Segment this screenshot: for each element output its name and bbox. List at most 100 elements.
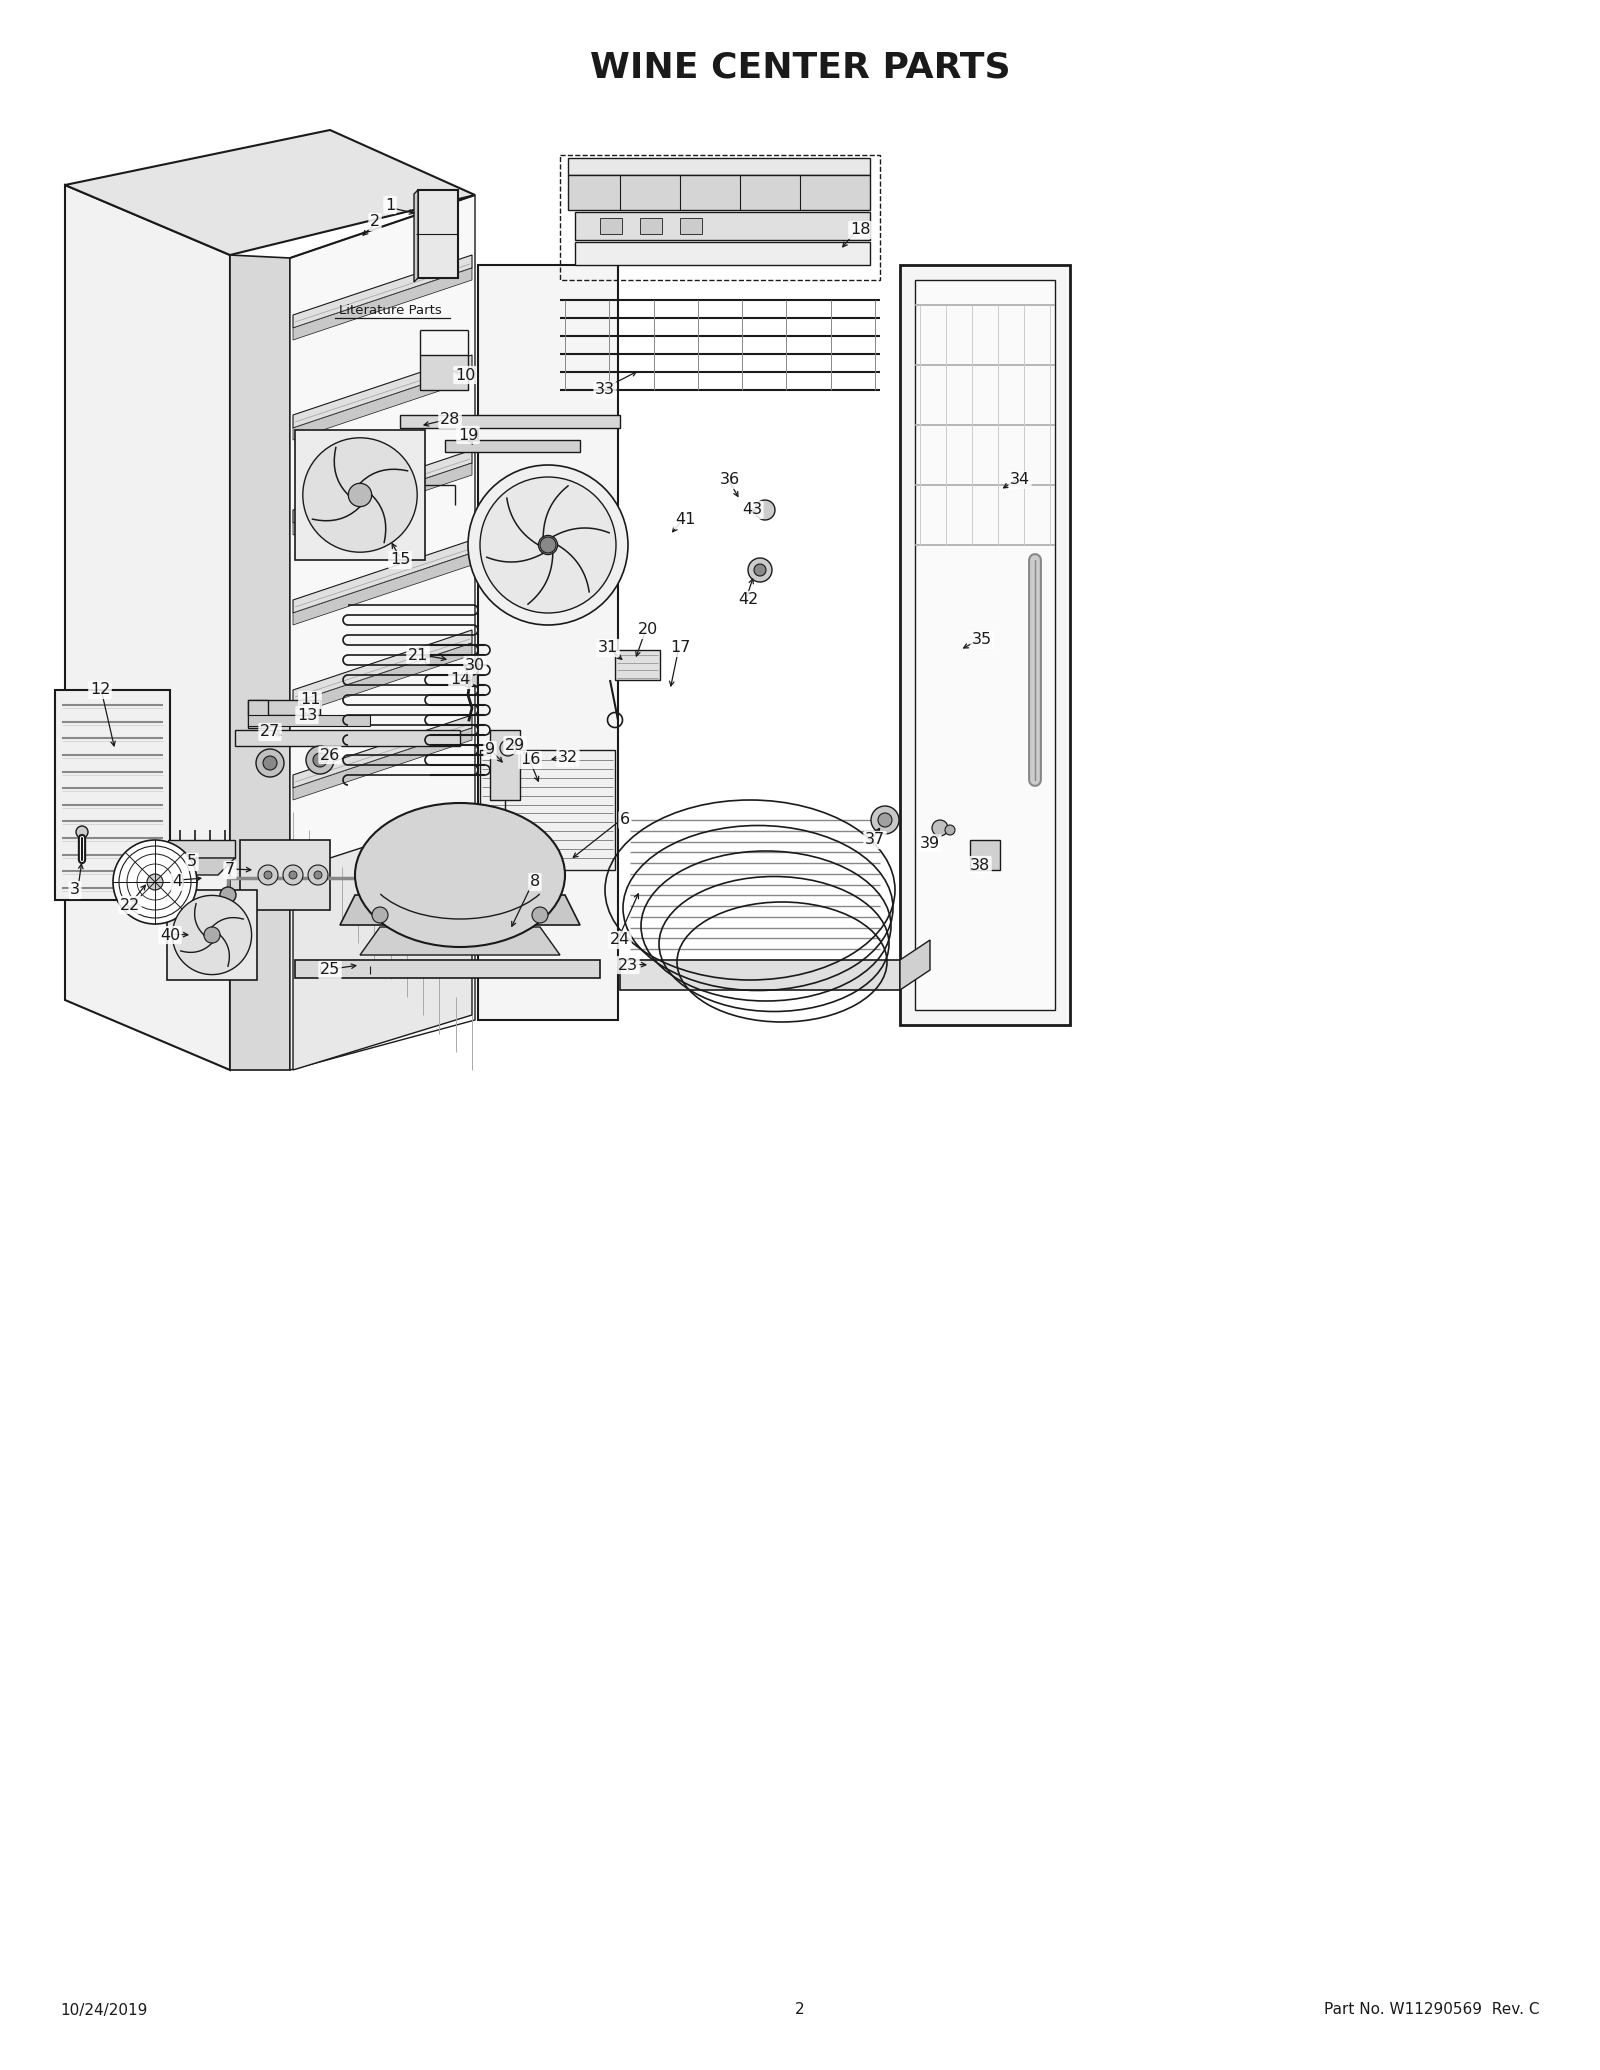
Text: Part No. W11290569  Rev. C: Part No. W11290569 Rev. C [1325,2002,1539,2018]
Polygon shape [568,157,870,176]
Circle shape [531,907,547,923]
Text: 39: 39 [920,836,941,851]
Circle shape [755,501,774,520]
Polygon shape [568,176,870,209]
Polygon shape [66,184,230,1070]
Text: 24: 24 [610,932,630,948]
Polygon shape [293,368,472,441]
Polygon shape [419,354,467,389]
Text: 3: 3 [70,882,80,898]
Text: 43: 43 [742,503,762,518]
Text: 9: 9 [485,743,494,758]
Bar [600,217,622,234]
Text: 17: 17 [670,640,690,656]
Text: 18: 18 [850,221,870,238]
Circle shape [264,871,272,880]
Circle shape [538,536,558,555]
Text: 7: 7 [226,863,235,878]
Circle shape [77,826,88,838]
Text: 19: 19 [458,428,478,443]
Text: 35: 35 [971,633,992,648]
Bar [466,669,477,685]
Polygon shape [339,894,579,925]
Polygon shape [294,960,600,977]
Circle shape [118,847,190,917]
Text: 1: 1 [386,197,395,213]
Circle shape [221,888,237,903]
Circle shape [258,865,278,886]
Text: 11: 11 [299,693,320,708]
Circle shape [371,907,387,923]
Polygon shape [293,464,472,534]
Polygon shape [168,857,235,876]
Circle shape [541,536,557,553]
Ellipse shape [355,803,565,946]
Text: WINE CENTER PARTS: WINE CENTER PARTS [590,52,1010,85]
Polygon shape [480,749,614,869]
Bar [640,217,662,234]
Circle shape [931,820,947,836]
Text: 34: 34 [1010,472,1030,489]
Bar [166,890,258,979]
Text: 22: 22 [120,898,141,913]
Circle shape [946,826,955,834]
Text: 2: 2 [370,215,381,230]
Polygon shape [574,242,870,265]
Text: Literature Parts: Literature Parts [339,304,442,317]
Polygon shape [915,279,1054,1010]
Polygon shape [293,714,472,789]
Circle shape [114,840,197,923]
Circle shape [290,871,298,880]
Polygon shape [240,840,330,911]
Circle shape [878,814,893,828]
Polygon shape [230,255,290,1070]
Text: 28: 28 [440,412,461,428]
Polygon shape [290,195,475,1070]
Text: 13: 13 [298,708,317,722]
Circle shape [870,805,899,834]
Polygon shape [614,650,661,681]
Text: 37: 37 [866,832,885,847]
Text: 14: 14 [450,673,470,687]
Text: 10: 10 [454,368,475,383]
Text: 26: 26 [320,747,341,762]
Circle shape [203,927,221,944]
Polygon shape [293,449,472,524]
Polygon shape [360,927,560,954]
Text: 6: 6 [619,814,630,828]
Polygon shape [400,414,621,428]
Text: 27: 27 [259,724,280,739]
Polygon shape [621,960,899,989]
Text: 10/24/2019: 10/24/2019 [61,2002,147,2018]
Bar [294,431,426,561]
Text: 31: 31 [598,640,618,656]
Polygon shape [248,700,320,714]
Text: 40: 40 [160,927,181,942]
Polygon shape [293,267,472,339]
Circle shape [499,739,515,756]
Polygon shape [293,255,472,327]
Polygon shape [490,731,520,799]
Polygon shape [293,644,472,714]
Text: 32: 32 [558,751,578,766]
Bar [560,155,880,279]
Polygon shape [293,629,472,704]
Text: 8: 8 [530,874,541,890]
Polygon shape [574,211,870,240]
Polygon shape [293,553,472,625]
Polygon shape [54,689,170,900]
Text: 36: 36 [720,472,741,489]
Polygon shape [168,840,235,857]
Polygon shape [445,441,579,451]
Circle shape [262,756,277,770]
Text: 5: 5 [187,855,197,869]
Polygon shape [899,940,930,989]
Circle shape [749,559,771,582]
Polygon shape [414,190,418,282]
Text: 29: 29 [506,737,525,753]
Polygon shape [418,190,458,277]
Text: 15: 15 [390,553,410,567]
Text: 4: 4 [171,874,182,890]
Polygon shape [248,700,269,729]
Text: 21: 21 [408,648,429,662]
